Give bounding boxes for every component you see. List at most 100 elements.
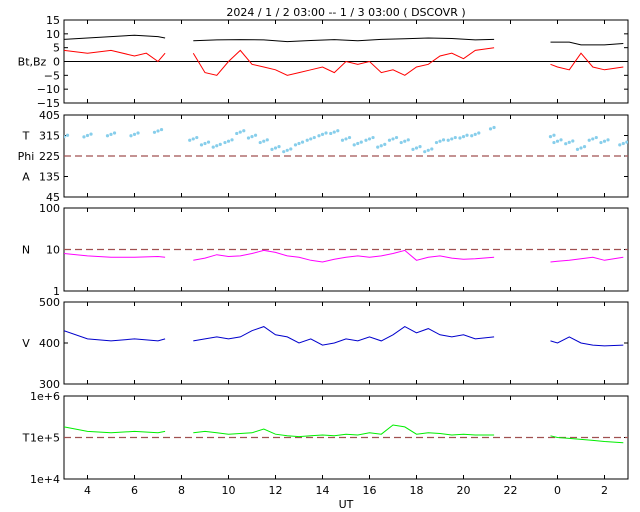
data-point [188,138,192,142]
data-point [289,147,293,151]
data-point [453,135,457,140]
data-point [285,148,289,152]
data-point [399,140,403,145]
y-tick-label: 15 [46,14,60,27]
data-point [446,138,450,142]
x-tick-label: 22 [504,484,518,497]
series-line-segment [193,249,495,263]
y-tick-label: 5 [53,42,60,55]
x-tick-label: 0 [554,484,561,497]
data-point [250,135,254,139]
data-point [340,138,345,142]
data-point [575,147,580,151]
y-tick-label: −15 [37,97,60,110]
data-point [230,138,234,142]
data-point [344,137,348,141]
series-line-segment [193,326,495,346]
y-tick-label: −5 [44,69,60,82]
data-point [195,135,199,140]
panels: 151050−5−10−15Bt,Bz40531522513545TPhiA10… [18,14,629,497]
data-point [199,143,204,147]
y-tick-label: 500 [39,296,60,309]
data-point [136,131,140,135]
data-point [246,136,251,140]
data-point [112,131,117,135]
data-point [191,137,195,141]
data-point [226,139,231,143]
data-point [297,141,301,146]
y-tick-label: 1e+5 [30,432,60,445]
x-tick-label: 20 [457,484,471,497]
y-axis-label: T [22,432,30,445]
data-point [89,132,93,136]
data-point [332,130,336,134]
y-tick-label: −10 [37,83,60,96]
data-point [309,137,313,141]
y-axis-label: V [22,337,30,350]
data-point [571,139,575,143]
y-tick-label: 1e+6 [30,390,60,403]
panel-v: 500 400 300 V [22,296,629,391]
figure-title: 2024 / 1 / 2 03:00 -- 1 / 3 03:00 ( DSCO… [226,6,465,19]
x-tick-label: 16 [363,484,377,497]
y-tick-label: 100 [39,202,60,215]
data-point [65,133,70,137]
data-point [262,139,266,143]
data-point [587,138,591,142]
data-point [312,135,316,140]
data-point [621,141,625,146]
data-point [352,143,356,147]
x-tick-label: 4 [84,484,91,497]
data-point [411,147,415,151]
data-point [552,140,556,145]
data-point [477,131,481,135]
y-tick-label: 315 [39,130,60,143]
data-point [203,141,207,146]
data-point [599,140,603,145]
data-point [394,135,399,140]
data-point [105,134,110,138]
data-point [488,127,493,131]
series-line-segment [64,330,166,342]
y-tick-label: 405 [39,109,60,122]
data-point [159,127,164,132]
data-point [376,145,380,149]
data-point [359,140,363,144]
data-point [383,142,387,146]
data-point [270,147,274,151]
data-point [434,140,439,145]
data-point [324,131,328,135]
data-point [418,145,422,149]
data-point [238,130,242,134]
data-point [552,133,556,137]
panel-frame [63,301,629,385]
series-bz [64,47,624,76]
x-tick-label: 18 [410,484,424,497]
series-v [64,326,624,347]
data-point [391,137,395,141]
data-point [367,137,372,141]
data-point [64,135,66,139]
series-line-segment [193,424,495,438]
data-point [329,131,333,136]
data-point [320,132,325,136]
data-point [403,139,407,143]
data-point [606,138,610,142]
data-point [567,140,571,144]
y-tick-label: 0 [53,56,60,69]
data-point [559,138,563,142]
series-phi [64,125,628,154]
data-point [470,134,474,138]
data-point [555,139,560,143]
data-point [305,138,309,142]
data-point [364,138,368,142]
x-tick-label: 12 [269,484,283,497]
y-tick-label: 225 [39,150,60,163]
data-point [591,137,595,141]
x-tick-label: 10 [222,484,236,497]
y-axis-label: Bt,Bz [18,56,47,69]
data-point [465,133,469,137]
data-point [564,142,568,146]
series-line-segment [550,256,624,263]
